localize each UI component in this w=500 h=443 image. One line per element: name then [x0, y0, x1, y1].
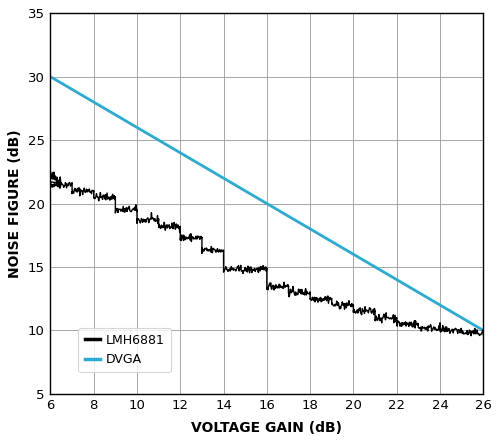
X-axis label: VOLTAGE GAIN (dB): VOLTAGE GAIN (dB) — [192, 421, 342, 435]
Y-axis label: NOISE FIGURE (dB): NOISE FIGURE (dB) — [8, 129, 22, 278]
Legend: LMH6881, DVGA: LMH6881, DVGA — [78, 327, 171, 372]
